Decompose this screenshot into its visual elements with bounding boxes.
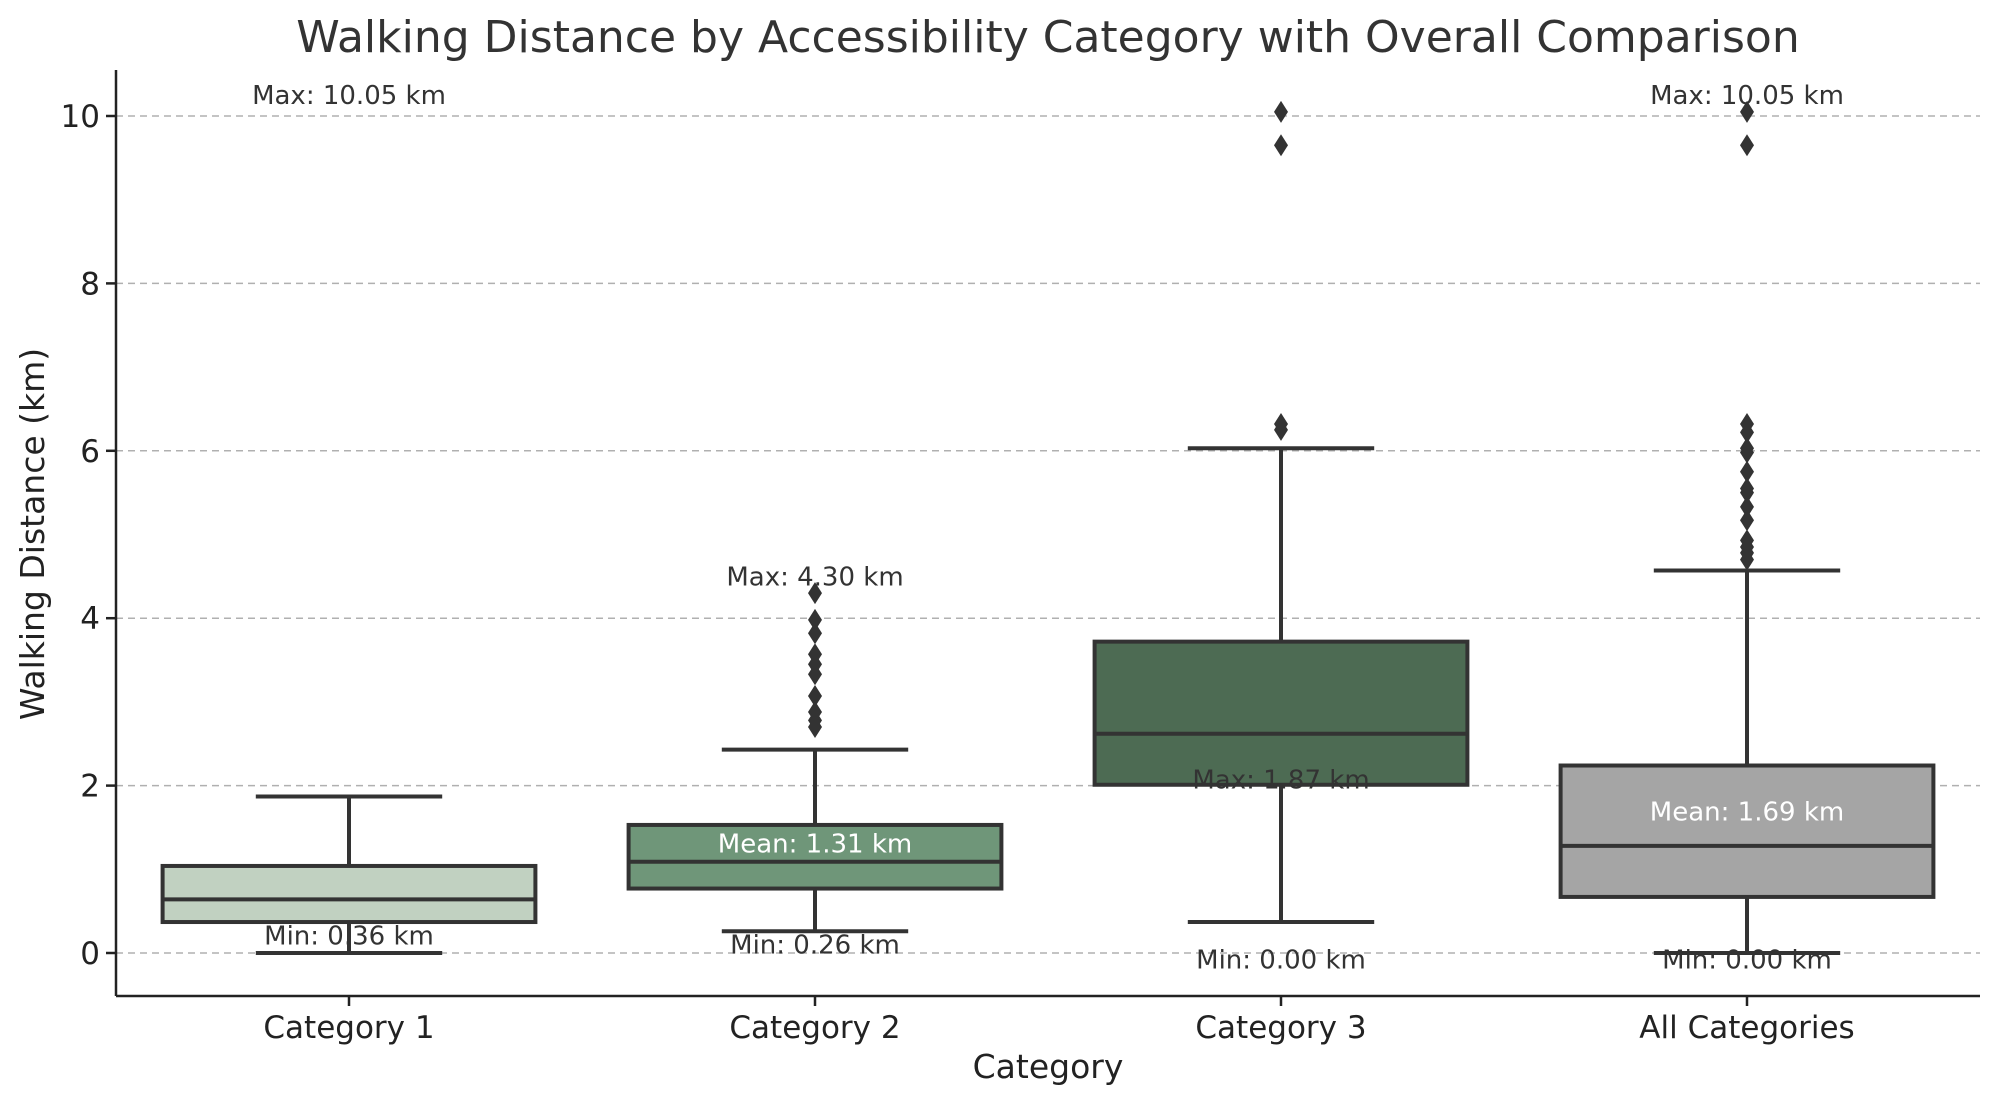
y-tick-label: 8 bbox=[80, 266, 100, 302]
outlier-point bbox=[1740, 134, 1754, 157]
outlier-point bbox=[808, 643, 822, 666]
data-annotation: Max: 1.87 km bbox=[1192, 766, 1369, 796]
y-tick-label: 4 bbox=[80, 601, 100, 637]
box bbox=[626, 822, 1004, 891]
outlier-point bbox=[1740, 437, 1754, 460]
outlier-point bbox=[808, 700, 822, 723]
data-annotation: Min: 0.36 km bbox=[264, 921, 434, 951]
box-group bbox=[1092, 100, 1470, 925]
data-annotation: Min: 0.00 km bbox=[1196, 946, 1366, 976]
y-tick-label: 10 bbox=[61, 99, 100, 135]
box-group bbox=[626, 582, 1004, 934]
outlier-point bbox=[1274, 413, 1288, 436]
outlier-point bbox=[808, 622, 822, 645]
data-annotation: Min: 0.00 km bbox=[1662, 946, 1832, 976]
outlier-point bbox=[1740, 495, 1754, 518]
box-group bbox=[160, 794, 538, 955]
outlier-point bbox=[1740, 413, 1754, 436]
data-annotation: Max: 4.30 km bbox=[726, 562, 903, 592]
outlier-point bbox=[808, 685, 822, 708]
outlier-point bbox=[1274, 134, 1288, 157]
data-annotation: Mean: 1.69 km bbox=[1650, 798, 1844, 828]
data-annotation: Max: 10.05 km bbox=[252, 81, 446, 111]
x-tick-label: Category 3 bbox=[1195, 1010, 1366, 1046]
box-series bbox=[160, 100, 1936, 955]
y-axis-label: Walking Distance (km) bbox=[13, 348, 52, 720]
outlier-point bbox=[808, 582, 822, 605]
box bbox=[1558, 763, 1936, 899]
outlier-point bbox=[1740, 529, 1754, 552]
y-tick-label: 2 bbox=[80, 769, 100, 805]
x-axis-label: Category bbox=[973, 1047, 1124, 1086]
outlier-point bbox=[1740, 460, 1754, 483]
data-annotation: Min: 0.26 km bbox=[730, 931, 900, 961]
box bbox=[1092, 639, 1470, 787]
x-tick-label: Category 1 bbox=[263, 1010, 434, 1046]
box bbox=[160, 863, 538, 925]
data-annotation: Max: 10.05 km bbox=[1650, 81, 1844, 111]
outlier-point bbox=[1740, 509, 1754, 532]
outlier-point bbox=[1740, 100, 1754, 123]
outlier-point bbox=[808, 608, 822, 631]
data-annotation: Mean: 1.31 km bbox=[718, 829, 912, 859]
y-tick-label: 0 bbox=[80, 936, 100, 972]
annotations: Max: 10.05 km Min: 0.36 km Max: 4.30 km Mea… bbox=[252, 81, 1844, 976]
outlier-point bbox=[1740, 477, 1754, 500]
chart-title: Walking Distance by Accessibility Catego… bbox=[296, 12, 1799, 63]
y-tick-label: 6 bbox=[80, 434, 100, 470]
outlier-point bbox=[1274, 100, 1288, 123]
box-group bbox=[1558, 100, 1936, 955]
x-tick-label: Category 2 bbox=[729, 1010, 900, 1046]
axes: 0 2 4 6 8 10 Category 1 Category 2 Category 3 All… bbox=[61, 70, 1980, 1046]
x-tick-label: All Categories bbox=[1639, 1010, 1854, 1046]
